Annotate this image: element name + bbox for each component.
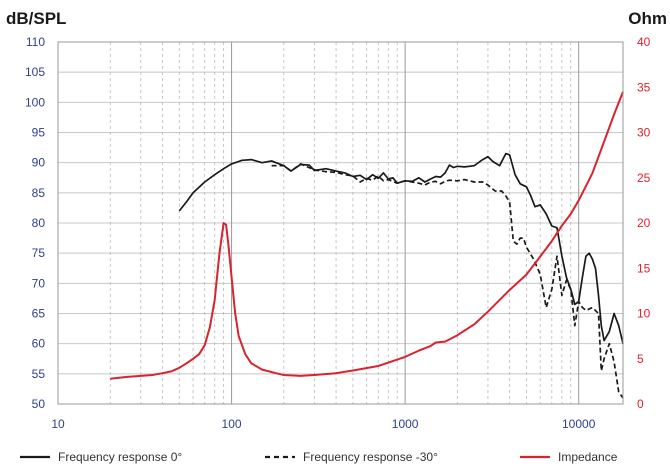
left-tick-label: 70: [32, 276, 46, 290]
left-axis-title: dB/SPL: [6, 9, 66, 28]
right-tick-label: 35: [637, 80, 651, 94]
right-tick-label: 0: [637, 397, 644, 411]
series-group: [110, 91, 624, 399]
left-tick-label: 55: [32, 367, 46, 381]
x-tick-label: 10000: [562, 417, 596, 431]
left-tick-label: 80: [32, 216, 46, 230]
left-tick-label: 110: [26, 35, 45, 49]
left-tick-label: 50: [32, 397, 46, 411]
right-tick-label: 20: [637, 216, 651, 230]
left-tick-label: 60: [32, 337, 46, 351]
right-axis-ticks: 0 5 10 15 20 25 30 35 40: [637, 35, 651, 411]
legend-label-0: Frequency response 0°: [58, 450, 182, 464]
x-tick-label: 100: [222, 417, 242, 431]
left-tick-label: 65: [32, 307, 46, 321]
left-axis-ticks: 50 55 60 65 70 75 80 85 90 95 100 105 110: [25, 35, 45, 411]
left-tick-label: 105: [25, 65, 45, 79]
x-axis-ticks: 10 100 1000 10000: [51, 417, 595, 431]
series-line-0: [178, 152, 624, 344]
legend-label-1: Frequency response -30°: [303, 450, 438, 464]
x-tick-label: 10: [51, 417, 65, 431]
legend-label-2: Impedance: [558, 450, 618, 464]
series-line-1: [271, 163, 624, 399]
left-tick-label: 90: [32, 156, 46, 170]
left-tick-label: 95: [32, 126, 46, 140]
right-tick-label: 25: [637, 171, 651, 185]
left-tick-label: 100: [25, 95, 45, 109]
right-tick-label: 15: [637, 261, 651, 275]
grid: [57, 41, 623, 405]
right-tick-label: 40: [637, 35, 651, 49]
legend: Frequency response 0° Frequency response …: [20, 450, 618, 464]
left-tick-label: 85: [32, 186, 46, 200]
right-tick-label: 10: [637, 307, 651, 321]
series-line-2: [110, 91, 624, 380]
left-tick-label: 75: [32, 246, 46, 260]
right-tick-label: 5: [637, 352, 644, 366]
right-axis-title: Ohm: [628, 9, 667, 28]
plot-frame: [57, 41, 624, 405]
right-tick-label: 30: [637, 126, 651, 140]
x-tick-label: 1000: [392, 417, 419, 431]
